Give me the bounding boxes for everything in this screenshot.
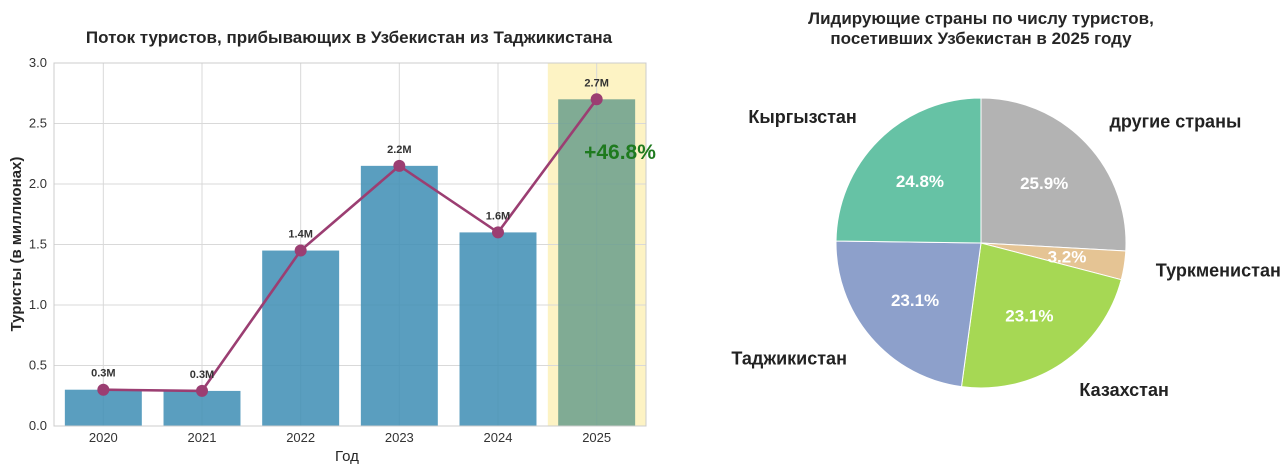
pie-slice	[835, 240, 982, 388]
pie-chart-title-line-2: посетивших Узбекистан в 2025 году	[830, 29, 1132, 48]
x-axis-label: Год	[335, 448, 359, 465]
bar-2024	[459, 232, 537, 426]
pie-percent-labels: 25.9% 3.2% 23.1% 23.1% 24.8%	[891, 172, 1086, 325]
line-series	[97, 93, 603, 397]
pie-slices	[835, 97, 1127, 389]
plot-frame	[53, 62, 647, 427]
x-tick-label-2024: 2024	[484, 430, 513, 445]
line-marker-2021	[196, 384, 208, 397]
pie-slice	[835, 97, 982, 244]
y-tick-label: 2.5	[29, 116, 47, 131]
y-tick-label: 1.0	[29, 297, 47, 312]
pie-category-label: Кыргызстан	[748, 107, 856, 127]
value-label-2025: 2.7M	[584, 77, 608, 89]
pie-slice	[960, 242, 1122, 389]
value-label-2022: 1.4M	[288, 229, 312, 241]
line-marker-2025	[590, 93, 603, 106]
line-marker-2023	[393, 159, 406, 172]
value-label-2020: 0.3M	[91, 368, 115, 380]
pie-category-label: другие страны	[1109, 111, 1241, 131]
pie-percent-label: 24.8%	[896, 172, 944, 191]
y-tick-label: 0.5	[29, 358, 47, 373]
x-tick-labels: 2020 2021 2022 2023 2024 2025	[89, 430, 611, 445]
growth-annotation: +46.8%	[584, 141, 656, 164]
pie-percent-label: 23.1%	[891, 291, 939, 310]
pie-category-label: Таджикистан	[731, 348, 847, 368]
bar-2025	[558, 99, 636, 427]
bar-2020	[64, 389, 142, 426]
bars	[64, 99, 636, 427]
value-label-2024: 1.6M	[486, 210, 510, 222]
line-marker-2020	[97, 383, 110, 396]
pie-percent-label: 25.9%	[1020, 174, 1068, 193]
y-tick-labels: 0.0 0.5 1.0 1.5 2.0 2.5 3.0	[29, 55, 47, 433]
pie-percent-label: 3.2%	[1048, 247, 1087, 266]
pie-category-label: Туркменистан	[1156, 260, 1280, 280]
pie-slice	[980, 97, 1127, 252]
x-tick-label-2022: 2022	[286, 430, 315, 445]
line-path	[103, 98, 598, 393]
pie-category-labels: другие страны Туркменистан Казахстан Таджик…	[731, 107, 1280, 400]
pie-category-label: Казахстан	[1079, 380, 1168, 400]
y-tick-label: 1.5	[29, 237, 47, 252]
x-tick-label-2021: 2021	[188, 430, 217, 445]
pie-chart: Лидирующие страны по числу туристов, пос…	[731, 9, 1280, 400]
y-tick-label: 0.0	[29, 418, 47, 433]
x-tick-label-2023: 2023	[385, 430, 414, 445]
bar-2022	[262, 250, 340, 426]
bar-chart-title: Поток туристов, прибывающих в Узбекистан…	[86, 28, 613, 47]
y-tick-label: 2.0	[29, 176, 47, 191]
value-label-2023: 2.2M	[387, 144, 411, 156]
x-tick-label-2020: 2020	[89, 430, 118, 445]
bar-chart: Поток туристов, прибывающих в Узбекистан…	[8, 28, 656, 465]
line-marker-2022	[294, 244, 307, 257]
pie-chart-title-line-1: Лидирующие страны по числу туристов,	[808, 9, 1154, 28]
value-labels: 0.3M 0.3M 1.4M 2.2M 1.6M 2.7M	[91, 77, 609, 381]
line-marker-2024	[492, 226, 504, 239]
y-axis-label: Туристы (в миллионах)	[8, 157, 25, 332]
x-tick-label-2025: 2025	[582, 430, 611, 445]
value-label-2021: 0.3M	[190, 369, 214, 381]
bar-2023	[360, 165, 438, 426]
pie-percent-label: 23.1%	[1005, 306, 1053, 325]
y-tick-label: 3.0	[29, 55, 47, 70]
